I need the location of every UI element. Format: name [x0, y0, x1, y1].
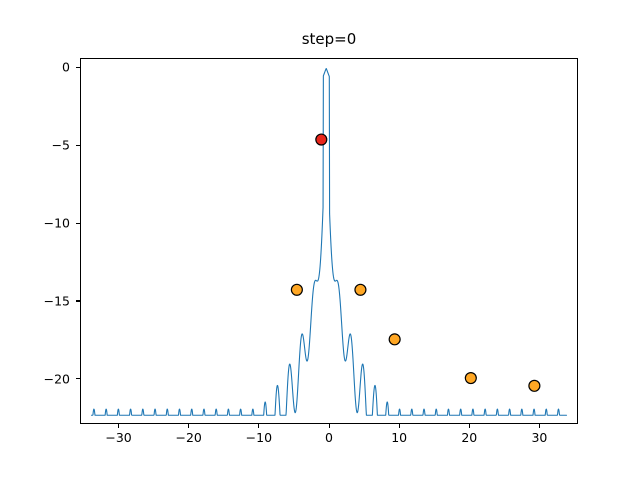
y-tick-mark — [76, 66, 80, 68]
x-tick-label: −20 — [175, 430, 202, 445]
scatter-point — [464, 372, 477, 385]
page-title: step=0 — [301, 30, 357, 48]
scatter-point — [290, 283, 303, 296]
scatter-points-group — [290, 133, 541, 392]
y-tick-mark — [76, 378, 80, 380]
y-tick-label: −5 — [51, 137, 70, 153]
y-tick-label: 0 — [62, 59, 70, 75]
x-tick-mark — [188, 424, 190, 428]
x-tick-label: 0 — [325, 430, 333, 445]
signal-line-group — [90, 68, 568, 416]
x-tick-label: 10 — [391, 430, 408, 445]
x-tick-mark — [258, 424, 260, 428]
x-tick-label: −10 — [245, 430, 273, 445]
x-tick-mark — [468, 424, 470, 428]
plot-canvas — [90, 68, 568, 416]
scatter-point — [388, 333, 401, 346]
scatter-point — [528, 379, 541, 392]
x-tick-mark — [538, 424, 541, 428]
scatter-point — [354, 283, 367, 296]
scatter-point-highlight — [315, 133, 328, 146]
plot-axes — [80, 58, 578, 424]
y-tick-label: −15 — [43, 293, 70, 309]
y-tick-label: −10 — [43, 215, 70, 231]
x-tick-label: −30 — [105, 430, 132, 445]
y-tick-label: −20 — [43, 371, 70, 387]
y-tick-mark — [76, 144, 80, 146]
x-tick-label: 20 — [461, 430, 478, 445]
y-tick-mark — [76, 222, 80, 224]
x-tick-mark — [328, 424, 330, 428]
signal-line — [90, 68, 568, 416]
y-tick-mark — [76, 300, 80, 302]
x-tick-mark — [118, 424, 120, 428]
x-tick-label: 30 — [531, 430, 548, 445]
x-tick-mark — [398, 424, 400, 428]
